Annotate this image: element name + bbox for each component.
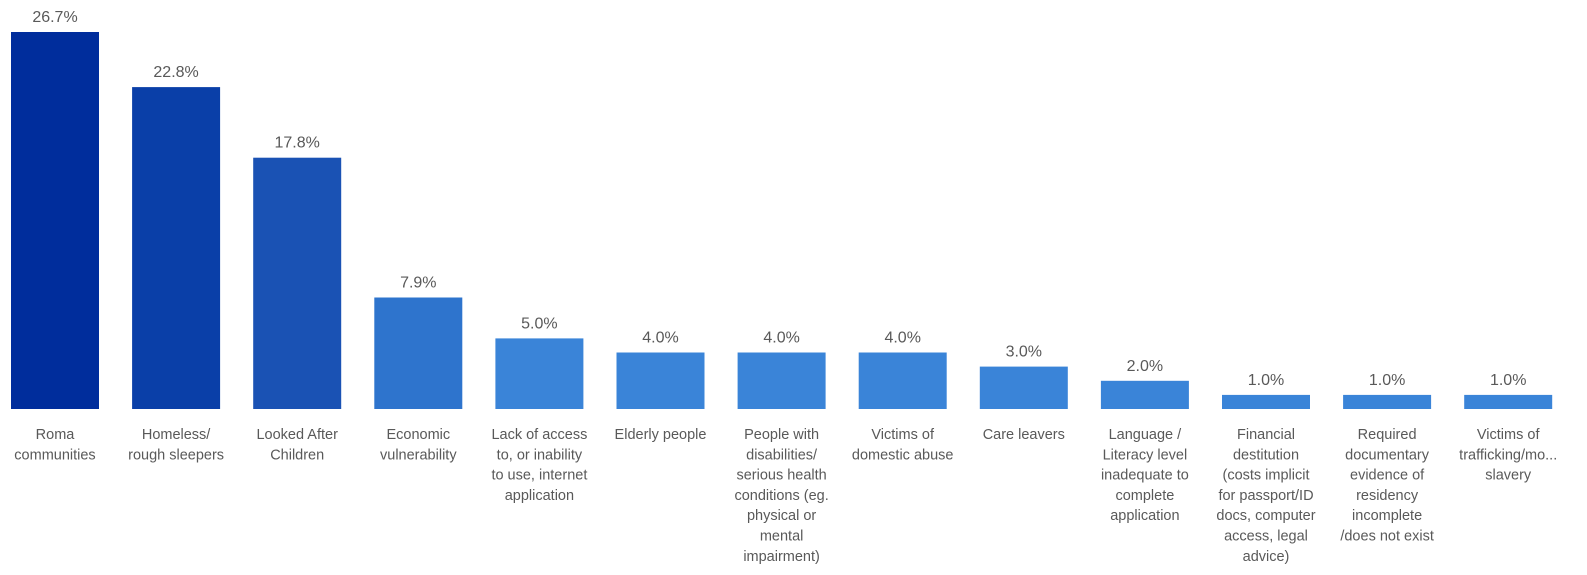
category-label-7: People with disabilities/serious health co… (734, 427, 828, 565)
category-label-line: Literacy level (1103, 447, 1188, 463)
bar-4 (374, 297, 463, 409)
category-label-line: for passport/ID (1218, 488, 1313, 504)
category-label-line: serious health (736, 468, 826, 484)
category-label-line: access, legal (1224, 529, 1308, 545)
category-label-line: application (505, 488, 574, 504)
category-label-line: trafficking/mo... (1459, 447, 1557, 463)
category-label-8: Victims of domestic abuse (852, 427, 954, 463)
data-label-11: 1.0% (1248, 372, 1284, 389)
bar-11 (1222, 394, 1310, 409)
category-label-13: Victims of trafficking/mo... slavery (1459, 427, 1557, 484)
bar-3 (253, 157, 342, 409)
category-label-line: Looked After (256, 427, 338, 443)
category-label-line: residency (1356, 488, 1419, 504)
category-label-line: impairment) (743, 549, 820, 565)
bar-9 (979, 366, 1068, 409)
bar-7 (737, 352, 826, 409)
bar-1 (11, 32, 99, 409)
category-label-line: application (1110, 508, 1179, 524)
data-label-6: 4.0% (642, 330, 678, 347)
category-label-line: physical or (747, 508, 816, 524)
category-label-line: (costs implicit (1222, 468, 1309, 484)
category-label-line: Language / (1109, 427, 1183, 443)
category-label-line: Roma (36, 427, 76, 443)
bar-2 (132, 87, 221, 409)
category-label-line: mental (760, 529, 804, 545)
category-label-line: incomplete (1352, 508, 1422, 524)
category-label-5: Lack of access to, or inability to use, in… (491, 427, 587, 504)
category-label-4: Economic vulnerability (380, 427, 457, 463)
category-label-line: Victims of (871, 427, 935, 443)
category-label-line: evidence of (1350, 468, 1425, 484)
bar-12 (1343, 394, 1432, 409)
category-label-line: Homeless/ (142, 427, 211, 443)
data-label-13: 1.0% (1490, 372, 1526, 389)
category-label-line: /does not exist (1340, 529, 1434, 545)
bar-5 (495, 338, 584, 409)
category-label-line: Economic (386, 427, 450, 443)
category-label-line: Lack of access (491, 427, 587, 443)
category-label-line: destitution (1233, 447, 1299, 463)
data-label-1: 26.7% (32, 9, 77, 26)
category-label-line: Care leavers (983, 427, 1065, 443)
data-label-7: 4.0% (763, 330, 799, 347)
data-label-10: 2.0% (1127, 358, 1163, 375)
category-label-line: Victims of (1477, 427, 1541, 443)
category-label-line: slavery (1485, 468, 1532, 484)
category-label-10: Language / Literacy level inadequate to com… (1101, 427, 1189, 524)
data-label-2: 22.8% (153, 64, 198, 81)
category-label-line: complete (1115, 488, 1174, 504)
category-label-1: Roma communities (14, 427, 95, 463)
category-label-line: documentary (1345, 447, 1430, 463)
category-label-line: inadequate to (1101, 468, 1189, 484)
category-label-line: Required (1358, 427, 1417, 443)
data-label-9: 3.0% (1006, 344, 1042, 361)
category-label-line: People with (744, 427, 819, 443)
category-label-line: Financial (1237, 427, 1295, 443)
category-label-12: Required documentary evidence of residency i… (1340, 427, 1434, 545)
category-label-9: Care leavers (983, 427, 1065, 443)
data-label-8: 4.0% (884, 330, 920, 347)
category-label-line: to, or inability (497, 447, 583, 463)
category-label-line: rough sleepers (128, 447, 224, 463)
category-label-line: Children (270, 447, 324, 463)
category-label-line: disabilities/ (746, 447, 818, 463)
bar-13 (1464, 394, 1553, 409)
category-label-11: Financial destitution (costs implicit for p… (1216, 427, 1315, 565)
bar-10 (1100, 380, 1189, 409)
category-label-line: advice) (1243, 549, 1290, 565)
data-label-5: 5.0% (521, 315, 557, 332)
bar-8 (858, 352, 947, 409)
category-label-line: communities (14, 447, 95, 463)
data-label-4: 7.9% (400, 275, 436, 292)
category-label-line: docs, computer (1216, 508, 1315, 524)
category-label-6: Elderly people (615, 427, 707, 443)
category-label-2: Homeless/rough sleepers (128, 427, 224, 463)
category-label-line: vulnerability (380, 447, 457, 463)
category-label-line: conditions (eg. (734, 488, 828, 504)
category-label-line: domestic abuse (852, 447, 954, 463)
data-label-3: 17.8% (275, 135, 320, 152)
data-label-12: 1.0% (1369, 372, 1405, 389)
category-label-line: to use, internet (491, 468, 587, 484)
bar-6 (616, 352, 705, 409)
category-label-3: Looked After Children (256, 427, 338, 463)
category-label-line: Elderly people (615, 427, 707, 443)
